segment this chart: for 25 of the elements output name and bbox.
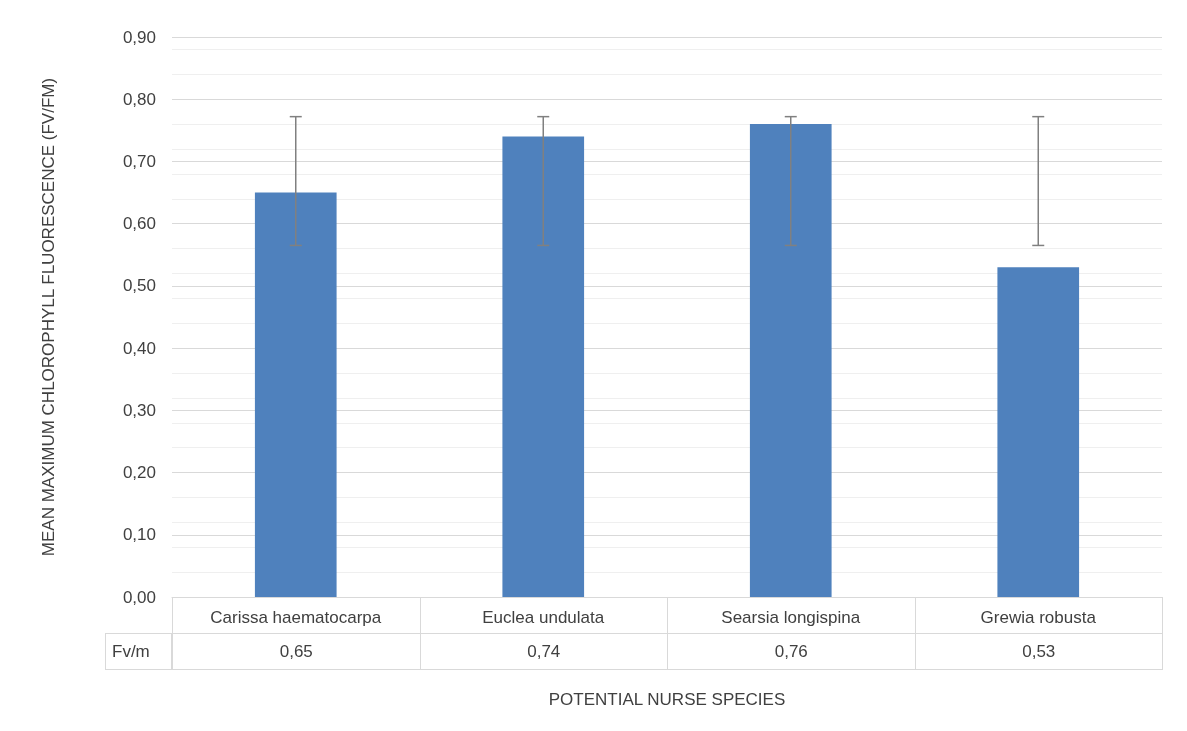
- y-tick-label: 0,50: [122, 276, 156, 296]
- y-tick-label: 0,60: [122, 214, 156, 234]
- y-tick-label: 0,80: [122, 89, 156, 109]
- x-axis-title: POTENTIAL NURSE SPECIES: [548, 690, 786, 709]
- bar: [502, 136, 585, 597]
- y-tick-label: 0,70: [122, 151, 156, 171]
- data-label: 0,53: [914, 633, 1163, 670]
- bar: [749, 124, 832, 597]
- x-tick-label: Euclea undulata: [482, 608, 605, 627]
- bar: [997, 267, 1080, 597]
- y-axis-title: MEAN MAXIMUM CHLOROPHYLL FLUORESCENCE (FV/FM): [38, 77, 58, 557]
- data-label: 0,74: [419, 633, 668, 670]
- y-tick-label: 0,30: [122, 400, 156, 420]
- x-tick-label: Grewia robusta: [980, 608, 1097, 627]
- y-tick-label: 0,40: [122, 338, 156, 358]
- x-tick-label: Carissa haematocarpa: [210, 608, 382, 627]
- y-tick-label: 0,20: [122, 463, 156, 483]
- bar: [254, 192, 337, 597]
- y-tick-label: 0,10: [122, 525, 156, 545]
- y-tick-label: 0,90: [122, 27, 156, 47]
- data-label: 0,76: [667, 633, 916, 670]
- data-label: 0,65: [172, 633, 421, 670]
- y-tick-label: 0,00: [122, 587, 156, 607]
- x-tick-label: Searsia longispina: [721, 608, 861, 627]
- text: Fv/m: [105, 633, 172, 670]
